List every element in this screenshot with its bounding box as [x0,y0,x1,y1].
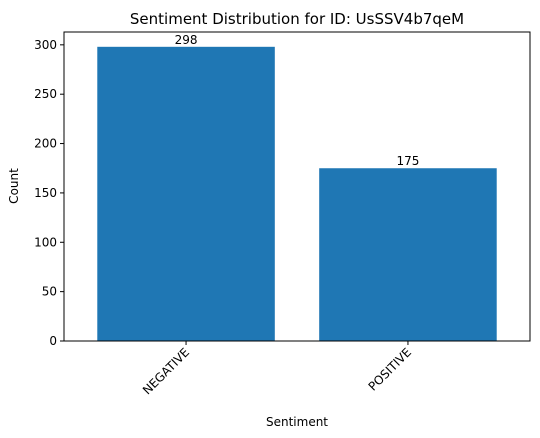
data-label: 175 [396,154,419,168]
data-labels: 298 175 [175,33,420,168]
y-axis: 0 50 100 150 200 250 300 [34,38,64,348]
data-label: 298 [175,33,198,47]
chart-title: Sentiment Distribution for ID: UsSSV4b7q… [130,10,464,28]
x-tick-label: NEGATIVE [140,345,192,397]
y-tick-label: 200 [34,137,57,151]
y-tick-label: 250 [34,87,57,101]
y-tick-label: 150 [34,186,57,200]
x-axis: NEGATIVE POSITIVE [140,341,414,397]
x-axis-label: Sentiment [266,415,328,429]
y-tick-label: 300 [34,38,57,52]
plot-frame [63,31,531,342]
x-tick-label: POSITIVE [366,345,414,393]
bar-negative [97,46,275,341]
y-axis-label: Count [7,168,21,204]
y-tick-label: 50 [42,285,57,299]
bar-positive [319,168,497,341]
y-tick-label: 0 [49,334,57,348]
y-tick-label: 100 [34,235,57,249]
bars [97,46,497,341]
